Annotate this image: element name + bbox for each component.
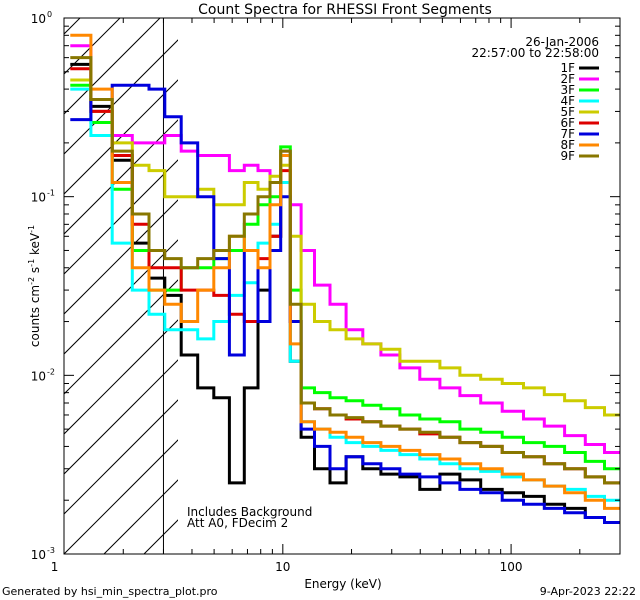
y-tick-label-base: 10 xyxy=(31,191,46,205)
legend-label-9F: 9F xyxy=(560,149,575,163)
legend-label-3F: 3F xyxy=(560,83,575,97)
hatch-line xyxy=(64,439,178,554)
hatch-line xyxy=(304,18,640,554)
y-tick-label: 10 xyxy=(31,548,46,562)
annotation-background: Includes Background xyxy=(187,505,312,519)
legend-label-4F: 4F xyxy=(560,94,575,108)
y-axis-label-exp-1: -2 xyxy=(27,277,36,285)
legend-time-range: 22:57:00 to 22:58:00 xyxy=(472,46,599,60)
y-tick-label-base: 10 xyxy=(31,369,46,383)
y-tick-label-exponent: 0 xyxy=(47,10,52,19)
series-7F-line xyxy=(70,83,620,524)
legend-label-8F: 8F xyxy=(560,138,575,152)
series-8F-line xyxy=(70,33,620,510)
y-tick-label-base: 10 xyxy=(31,12,46,26)
footer-timestamp: 9-Apr-2023 22:22 xyxy=(540,585,636,598)
annotation-attenuator: Att A0, FDecim 2 xyxy=(187,516,288,530)
x-tick-labels: 1 10 100 xyxy=(51,560,523,574)
y-axis-label: counts cm-2 s-1 keV-1 xyxy=(27,225,42,347)
footer-generated-by: Generated by hsi_min_spectra_plot.pro xyxy=(2,585,218,598)
y-axis-label-exp-3: -1 xyxy=(27,225,36,233)
legend-date: 26-Jan-2006 xyxy=(525,35,599,49)
x-axis-label: Energy (keV) xyxy=(304,577,381,591)
y-tick-label: 10 xyxy=(31,12,46,26)
y-axis-label-exp-2: -1 xyxy=(27,259,36,267)
hatch-line xyxy=(64,79,178,195)
hatch-line xyxy=(64,199,178,315)
series-5F-line xyxy=(70,78,620,417)
plot-frame xyxy=(63,17,621,555)
legend-label-1F: 1F xyxy=(560,61,575,75)
x-tick-label: 10 xyxy=(275,560,290,574)
series-6F-line xyxy=(70,67,620,485)
hatch-line xyxy=(64,279,178,395)
y-tick-label-exponent: -2 xyxy=(47,367,55,376)
x-tick-label: 100 xyxy=(500,560,523,574)
axis-ticks xyxy=(64,17,621,555)
hatch-line xyxy=(64,359,178,475)
x-tick-label: 1 xyxy=(51,560,59,574)
hatch-line xyxy=(64,399,178,515)
y-axis-label-part-3: keV xyxy=(28,232,42,259)
y-tick-label-exponent: -1 xyxy=(47,189,55,198)
legend-label-2F: 2F xyxy=(560,72,575,86)
y-tick-label-exponent: -3 xyxy=(47,546,55,555)
legend-label-5F: 5F xyxy=(560,105,575,119)
hatch-line xyxy=(64,18,161,115)
series-9F-line xyxy=(70,56,620,485)
legend-label-6F: 6F xyxy=(560,116,575,130)
y-tick-label: 10 xyxy=(31,191,46,205)
chart-title: Count Spectra for RHESSI Front Segments xyxy=(198,2,492,18)
y-axis-label-part-2: s xyxy=(28,267,42,277)
y-axis-label-part-1: counts cm xyxy=(28,285,42,347)
legend-label-7F: 7F xyxy=(560,127,575,141)
y-tick-label-base: 10 xyxy=(31,548,46,562)
hatch-line xyxy=(64,119,178,235)
series-group xyxy=(70,33,620,524)
hatch-line xyxy=(224,18,640,554)
hatch-line xyxy=(64,239,178,355)
y-tick-label: 10 xyxy=(31,369,46,383)
series-1F-line xyxy=(70,62,620,524)
